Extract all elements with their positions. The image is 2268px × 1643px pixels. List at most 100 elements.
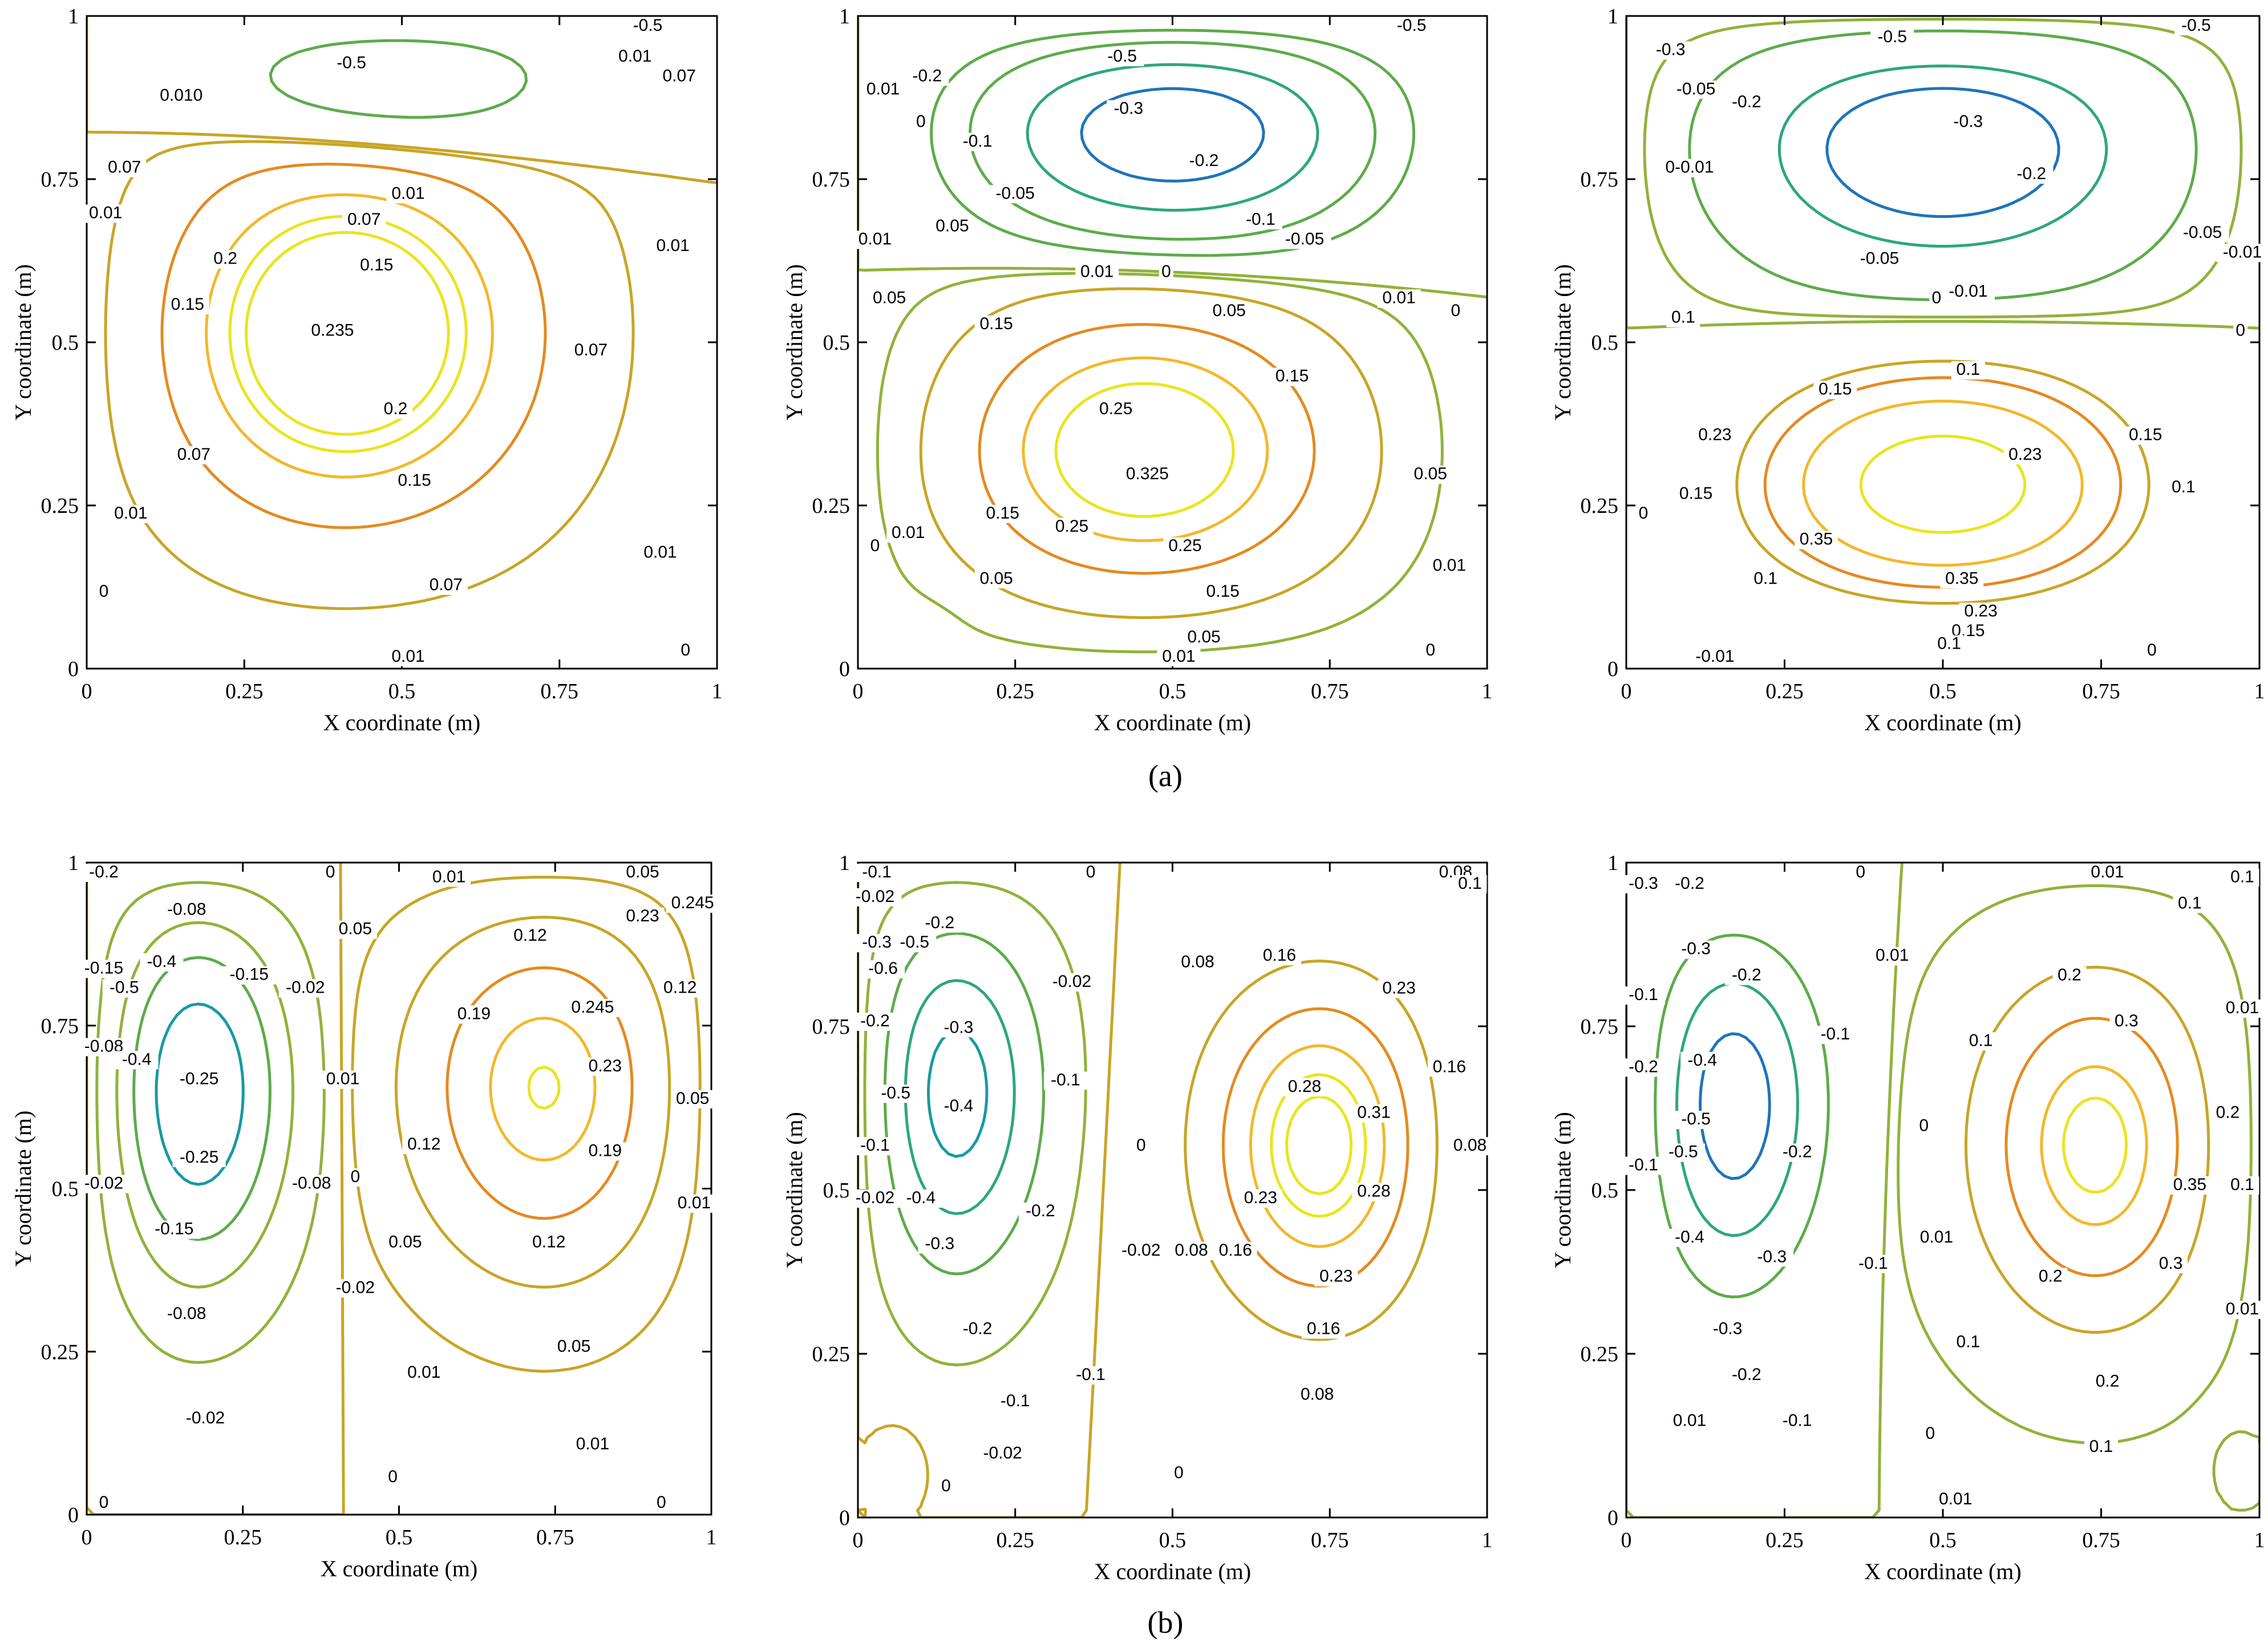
contour-label-bg xyxy=(1352,1183,1396,1201)
contour-label: 0 xyxy=(1639,504,1649,523)
contour-label-bg xyxy=(1390,17,1433,35)
contour-label-bg xyxy=(1775,1143,1819,1162)
contour-label-bg xyxy=(1100,48,1144,67)
contour-label-bg xyxy=(1377,289,1421,308)
contour-label: 0.1 xyxy=(2230,867,2254,886)
contour-label: 0.3 xyxy=(2159,1254,2183,1273)
contour-label: 0.15 xyxy=(1819,380,1852,399)
contour-label-bg xyxy=(383,1233,427,1252)
contour-label-bg xyxy=(1668,875,1711,893)
contour-label: -0.25 xyxy=(180,1070,218,1088)
contour-label: -0.3 xyxy=(925,1234,955,1253)
contour-label-bg xyxy=(1159,263,1173,282)
contour-label: 0 xyxy=(99,582,109,601)
contour-label: 0.1 xyxy=(1957,360,1981,379)
y-tick-label: 0 xyxy=(1607,657,1618,681)
y-tick-label: 0.75 xyxy=(41,168,79,192)
contour-label-bg xyxy=(427,868,471,887)
contour-label-bg xyxy=(855,934,899,953)
contour-line xyxy=(95,881,326,1364)
x-tick-label: 0.5 xyxy=(1159,1528,1186,1552)
contour-line xyxy=(2040,1065,2148,1226)
x-tick-label: 0.5 xyxy=(1929,1528,1957,1552)
contour-label: -0.3 xyxy=(862,933,892,952)
contour-label-bg xyxy=(955,132,999,151)
contour-label-bg xyxy=(1258,947,1302,966)
contour-label-bg xyxy=(1680,1051,1724,1070)
contour-label-bg xyxy=(2211,1104,2245,1123)
contour-label: 0 xyxy=(681,641,690,659)
x-tick-label: 0.25 xyxy=(1765,679,1804,703)
contour-label: -0.4 xyxy=(944,1096,974,1115)
contour-label: 0.01 xyxy=(114,504,147,523)
contour-label-bg xyxy=(355,257,399,276)
contour-label: 0.31 xyxy=(1357,1103,1390,1122)
contour-label-bg xyxy=(1176,953,1220,972)
contour-label-bg xyxy=(853,1137,897,1156)
contour-label: 0.15 xyxy=(986,504,1019,523)
contour-line xyxy=(1022,356,1269,543)
contour-label-bg xyxy=(1045,973,1099,992)
contour-label-bg xyxy=(1622,986,1665,1005)
x-tick-label: 0 xyxy=(82,1525,92,1549)
contour-line xyxy=(1026,63,1319,212)
contour-label-bg xyxy=(1622,1058,1665,1077)
contour-label-bg xyxy=(77,960,131,978)
x-tick-label: 0.25 xyxy=(224,1525,262,1549)
contour-label: -0.5 xyxy=(1681,1110,1711,1128)
contour-line xyxy=(228,215,468,454)
contour-label: 0.01 xyxy=(2226,998,2259,1017)
contour-label: 0.01 xyxy=(1920,1228,1953,1247)
contour-label: 0.12 xyxy=(407,1135,440,1154)
contour-line xyxy=(1699,1032,1771,1180)
contour-label: 0.01 xyxy=(2091,863,2124,881)
contour-label: 0.1 xyxy=(2089,1437,2113,1456)
contour-label: 0.01 xyxy=(576,1435,609,1454)
contour-label-bg xyxy=(583,1142,627,1161)
contour-label: -0.4 xyxy=(1687,1051,1717,1070)
contour-label: 0.23 xyxy=(2008,445,2042,464)
contour-label: -0.1 xyxy=(860,1136,890,1155)
x-tick-label: 0 xyxy=(1621,1528,1632,1552)
contour-label: -0.02 xyxy=(336,1278,375,1297)
contour-label-bg xyxy=(1270,367,1314,386)
contour-label-bg xyxy=(848,1189,902,1208)
caption-b: (b) xyxy=(1148,1605,1184,1640)
contour-label: -0.6 xyxy=(868,959,898,978)
contour-label: 0.1 xyxy=(2178,893,2202,912)
contour-label: -0.25 xyxy=(180,1148,218,1167)
contour-label-bg xyxy=(84,204,128,223)
contour-label-bg xyxy=(1069,1366,1113,1385)
y-tick-label: 0.25 xyxy=(812,494,850,518)
contour-line xyxy=(1285,1095,1353,1195)
contour-label-bg xyxy=(2003,446,2047,464)
contour-label: 0.2 xyxy=(2039,1267,2063,1286)
contour-label-bg xyxy=(2091,1373,2125,1391)
contour-panel-a-3: 0 0.25 0.5 0.75 1 0 0.25 0.5 0.75 1 X coordinate (… xyxy=(1550,5,2268,735)
contour-label: 0.05 xyxy=(388,1232,422,1251)
contour-label-bg xyxy=(989,185,1042,204)
contour-label-bg xyxy=(1923,1425,1938,1444)
contour-label-bg xyxy=(392,472,436,491)
contour-label-bg xyxy=(974,315,1018,334)
contour-label-bg xyxy=(1157,648,1201,666)
contour-label-bg xyxy=(868,289,912,308)
contour-label-bg xyxy=(147,1220,201,1239)
contour-label: 0-0.01 xyxy=(1665,158,1714,177)
contour-label-bg xyxy=(2221,1301,2264,1320)
contour-label: -0.08 xyxy=(167,900,206,918)
contour-label-bg xyxy=(1207,302,1251,321)
contour-label: 0.12 xyxy=(532,1232,565,1251)
contour-label: 0.010 xyxy=(160,86,202,105)
contour-label: 0.01 xyxy=(326,1070,359,1088)
y-tick-label: 1 xyxy=(68,5,79,29)
contour-label-bg xyxy=(1914,1228,1958,1247)
contour-label-bg xyxy=(1813,381,1857,399)
y-axis-title: Y coordinate (m) xyxy=(1550,1112,1576,1268)
caption-a: (a) xyxy=(1148,759,1182,793)
contour-panel-a-1: 0 0.25 0.5 0.75 1 0 0.25 0.5 0.75 1 X coordinate (… xyxy=(10,5,723,735)
y-tick-label: 0.25 xyxy=(41,494,79,518)
contour-label: 0.01 xyxy=(89,204,122,222)
contour-label-bg xyxy=(976,1444,1030,1463)
contour-label-bg xyxy=(1724,1366,1768,1385)
